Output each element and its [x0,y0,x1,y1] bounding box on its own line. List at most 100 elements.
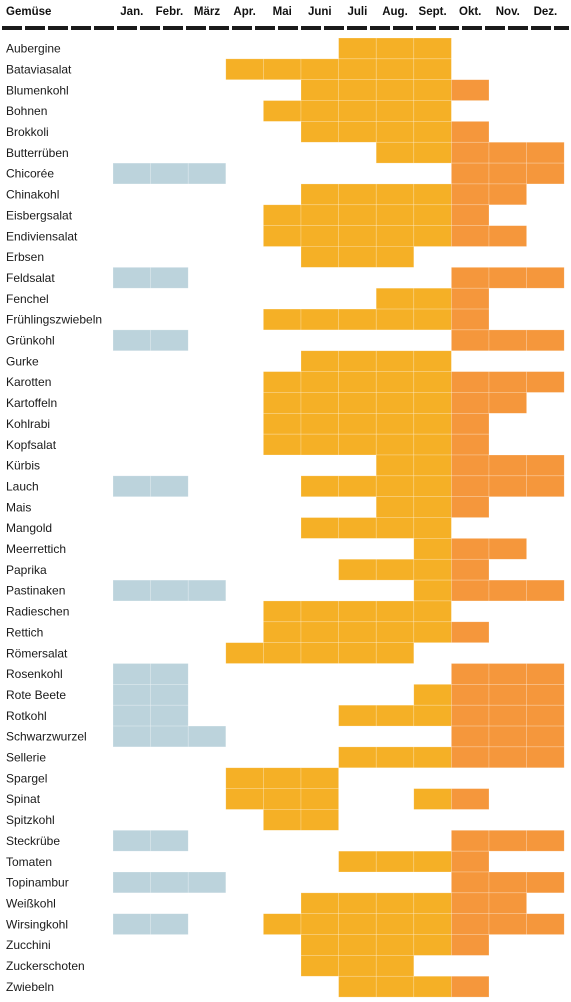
summer-cell [413,621,452,643]
summer-cell [338,642,377,664]
row-label: Chinakohl [6,188,59,202]
month-header: Aug. [382,6,408,18]
autumn-cell [488,579,527,602]
summer-cell [375,955,415,977]
summer-cell [375,475,415,498]
autumn-cell [488,454,527,477]
summer-cell [375,433,415,456]
row-label: Topinambur [6,876,69,890]
autumn-cell [451,558,490,581]
summer-cell [263,642,302,664]
summer-cell [338,79,377,101]
autumn-cell [488,746,527,769]
autumn-cell [526,475,565,498]
summer-cell [225,767,264,789]
storage-cell [187,871,227,894]
autumn-cell [451,121,490,143]
autumn-cell [488,392,527,414]
row-label: Zucchini [6,938,51,952]
row-label: Spitzkohl [6,813,55,827]
summer-cell [338,746,377,769]
summer-cell [413,934,452,956]
summer-cell [413,412,452,435]
summer-cell [300,204,339,226]
summer-cell [300,600,339,623]
autumn-cell [488,538,527,560]
summer-cell [263,621,302,643]
autumn-cell [451,225,490,247]
summer-cell [413,371,452,393]
summer-cell [413,558,452,581]
header-rule-segment [186,26,206,30]
summer-cell [338,392,377,414]
storage-cell [112,871,151,894]
header-rule-segment [393,26,413,30]
storage-cell [150,162,189,185]
summer-cell [413,517,452,539]
summer-cell [375,850,415,873]
header-rule-segment [25,26,45,30]
summer-cell [225,788,264,810]
summer-cell [300,246,339,268]
summer-cell [300,809,339,831]
row-label: Grünkohl [6,334,55,348]
autumn-cell [451,663,490,685]
summer-cell [375,704,415,727]
row-label: Schwarzwurzel [6,730,87,744]
storage-cell [150,704,189,727]
summer-cell [263,913,302,935]
autumn-cell [451,475,490,498]
header-rule-segment [163,26,183,30]
summer-cell [300,58,339,80]
autumn-cell [451,788,490,810]
summer-cell [413,538,452,560]
summer-cell [413,225,452,247]
storage-cell [187,162,227,185]
summer-cell [338,558,377,581]
summer-cell [338,371,377,393]
autumn-cell [451,141,490,164]
summer-cell [375,934,415,956]
header-rule-segment [485,26,505,30]
header-rule-segment [462,26,482,30]
summer-cell [338,975,377,998]
row-label: Fenchel [6,292,49,306]
summer-cell [300,955,339,977]
summer-cell [263,433,302,456]
row-label: Kürbis [6,459,40,473]
summer-cell [300,308,339,331]
autumn-cell [488,704,527,727]
header-rule-segment [2,26,22,30]
summer-cell [300,371,339,393]
row-label: Tomaten [6,855,52,869]
summer-cell [338,350,377,372]
row-label: Pastinaken [6,584,65,598]
month-header: Jan. [120,6,143,18]
summer-cell [375,350,415,372]
row-label: Eisbergsalat [6,208,73,222]
summer-cell [375,141,415,164]
summer-cell [300,621,339,643]
autumn-cell [526,267,565,289]
autumn-cell [526,704,565,727]
header-rule-segment [209,26,229,30]
storage-cell [112,162,151,185]
autumn-cell [451,871,490,894]
summer-cell [300,183,339,206]
month-header: Mai [273,6,292,18]
storage-cell [112,663,151,685]
autumn-cell [488,684,527,706]
autumn-cell [451,371,490,393]
row-label: Wirsingkohl [6,917,68,931]
header-rule-segment [508,26,528,30]
autumn-cell [488,329,527,352]
row-label: Frühlingszwiebeln [6,313,102,327]
summer-cell [413,892,452,914]
summer-cell [300,913,339,935]
autumn-cell [451,454,490,477]
autumn-cell [526,329,565,352]
autumn-cell [451,704,490,727]
summer-cell [338,121,377,143]
month-header: Okt. [459,6,481,18]
summer-cell [300,79,339,101]
